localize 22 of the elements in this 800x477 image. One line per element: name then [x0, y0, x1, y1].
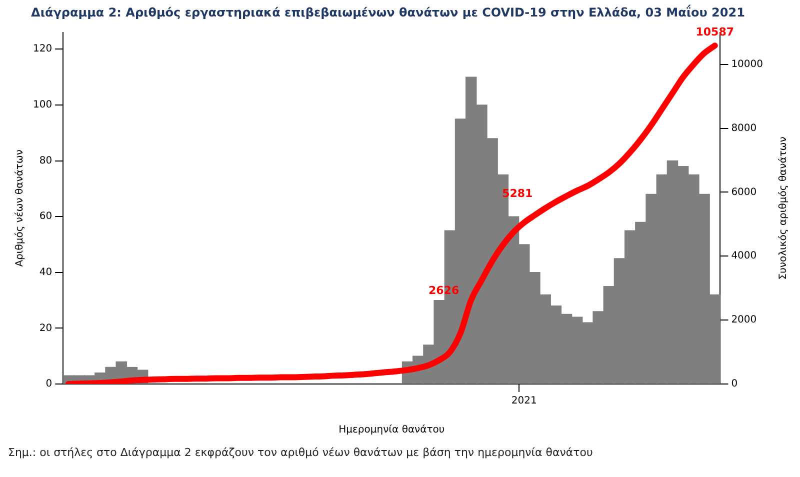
y-tick-label: 80 [39, 155, 52, 166]
y2-tick-label: 8000 [731, 122, 757, 134]
y2-tick-label: 6000 [731, 186, 757, 198]
y2-tick-label: 10000 [731, 58, 763, 70]
data-label: 2626 [428, 284, 460, 298]
y-tick-label: 0 [46, 378, 52, 390]
text: Σημ.: οι στήλες στο Διάγραμμα 2 εκφράζουν τον αριθμό νέων θανάτων με βάση την ημερομηνία θανάτου [8, 446, 593, 459]
y-tick-label: 120 [32, 44, 52, 55]
x-axis-title: Ημερομηνία θανάτου [338, 424, 445, 436]
y2-tick-label: 2000 [731, 314, 757, 326]
y2-tick-label: 0 [731, 378, 738, 390]
y-tick-label: 60 [39, 211, 52, 222]
y-tick-label: 20 [39, 322, 52, 334]
y2-tick-label: 4000 [731, 250, 757, 262]
y2-axis-title: Συνολικός αριθμός θανάτων [778, 136, 789, 280]
x-tick-label: 2021 [511, 396, 537, 407]
y-tick-label: 100 [32, 100, 52, 111]
chart-title: Διάγραμμα 2: Αριθμός εργαστηριακά επιβεβαιωμένων θανάτων με COVID-19 στην Ελλάδα, 03 Μαΐου 2021 [31, 4, 745, 20]
y-axis-title: Αριθμός νέων θανάτων [14, 149, 26, 267]
y-tick-label: 40 [39, 266, 52, 278]
data-label: 5281 [502, 187, 533, 200]
data-label: 10587 [696, 26, 734, 39]
